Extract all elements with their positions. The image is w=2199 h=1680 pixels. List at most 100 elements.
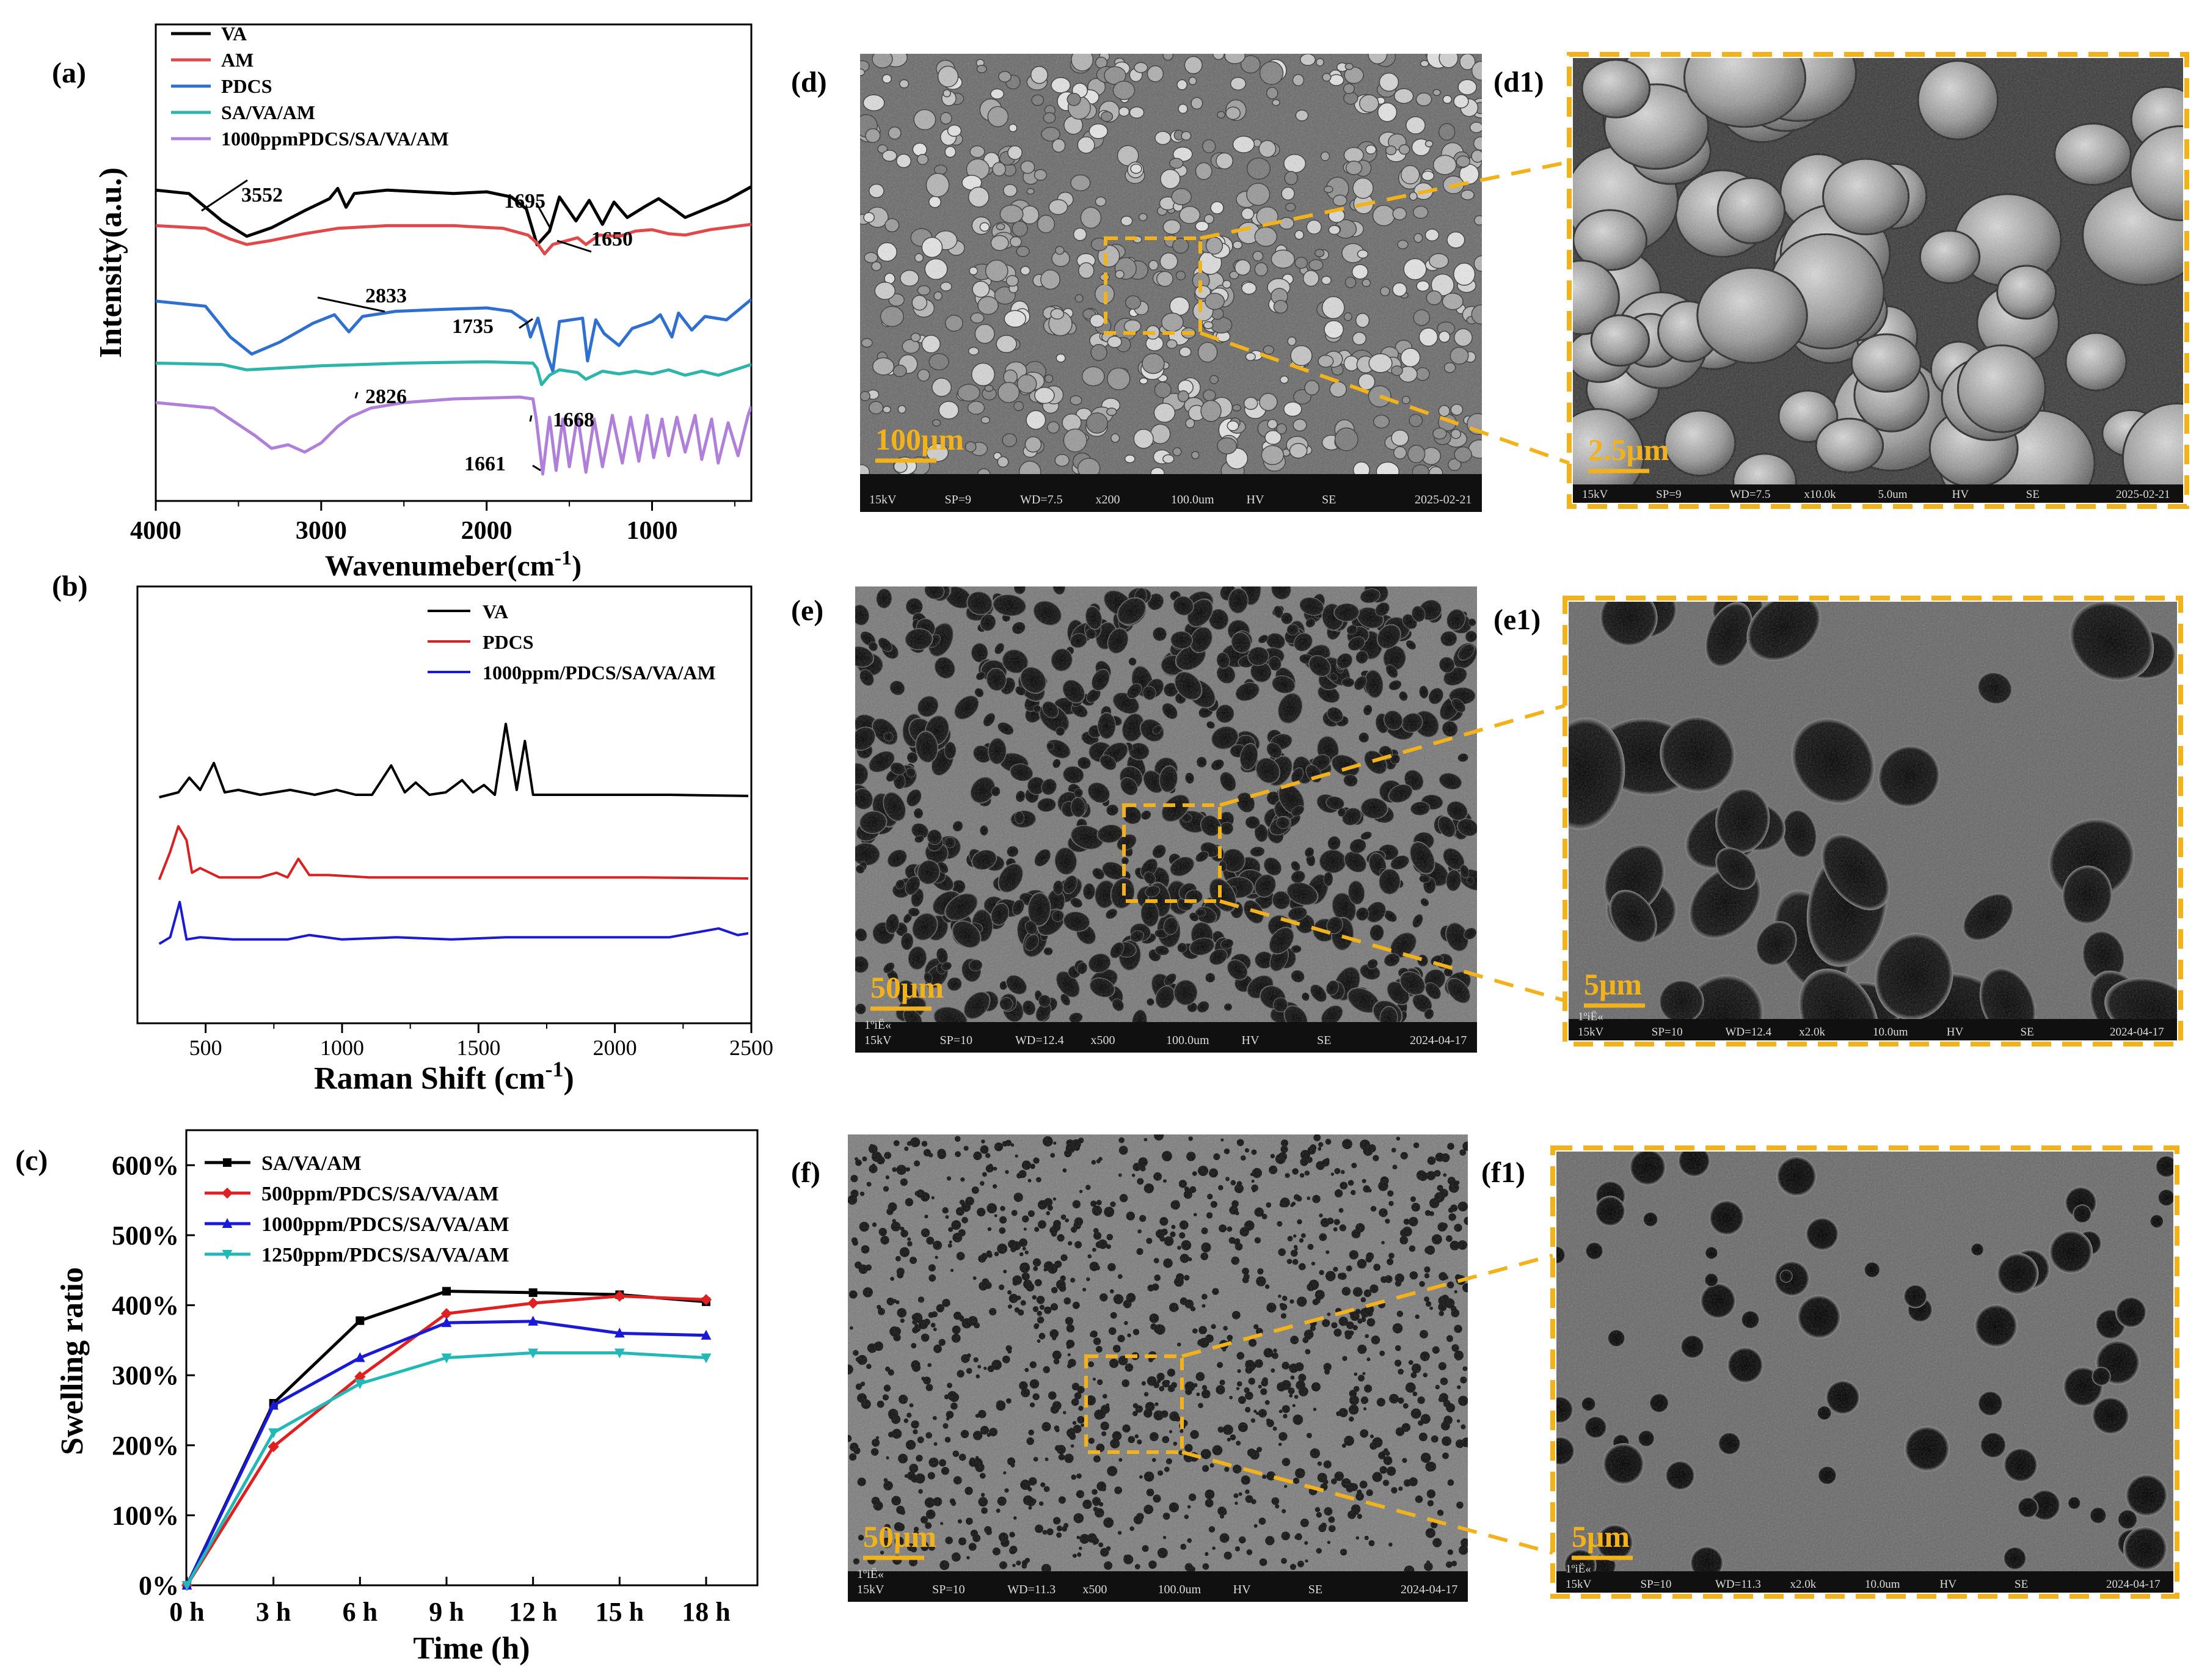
zoom-connector bbox=[1181, 1450, 1553, 1555]
legend-marker-c-2 bbox=[222, 1218, 233, 1228]
data-point-c bbox=[528, 1348, 539, 1359]
data-point-c bbox=[701, 1353, 712, 1364]
data-point-c bbox=[268, 1400, 279, 1410]
y-tick-label-c: 600% bbox=[112, 1150, 179, 1180]
legend-marker-c-0 bbox=[223, 1158, 232, 1167]
data-point-c bbox=[528, 1288, 538, 1297]
y-tick-label-c: 500% bbox=[112, 1221, 179, 1251]
data-point-c bbox=[614, 1328, 625, 1338]
series-line-a-0 bbox=[156, 185, 751, 247]
sem-info-text: HV bbox=[1233, 1583, 1251, 1596]
zoom-region-0 bbox=[1104, 236, 1202, 335]
panel-label-a: (a) bbox=[52, 57, 86, 89]
sem-info-text: 100.0um bbox=[1158, 1583, 1202, 1596]
legend-label-a-2: PDCS bbox=[221, 75, 272, 97]
sem-info-prefix: 1ºiË« bbox=[864, 1018, 891, 1032]
panel-label-e1: (e1) bbox=[1493, 604, 1541, 636]
x-tick-label-b: 2500 bbox=[729, 1035, 773, 1060]
sem-info-bar bbox=[860, 474, 1482, 512]
panel-label-f: (f) bbox=[791, 1156, 820, 1189]
sem-texture bbox=[1556, 1152, 2173, 1571]
sem-info-text: x2.0k bbox=[1799, 1026, 1825, 1039]
data-point-c bbox=[527, 1298, 539, 1309]
data-point-c bbox=[614, 1290, 625, 1302]
data-point-c bbox=[441, 1317, 452, 1328]
data-point-c bbox=[442, 1287, 451, 1296]
x-axis-b: 500 1000 1500 2000 2500 bbox=[189, 1023, 773, 1060]
y-tick-label-c: 0% bbox=[139, 1571, 179, 1601]
sem-info-text: WD=7.5 bbox=[1020, 493, 1063, 506]
sem-info-prefix: 1ºiË« bbox=[1578, 1010, 1603, 1023]
data-point-c bbox=[701, 1329, 712, 1340]
zoom-frame-f1 bbox=[1550, 1145, 2179, 1599]
sem-info-text: 2024-04-17 bbox=[2110, 1026, 2164, 1039]
sem-info-text: WD=11.3 bbox=[1715, 1578, 1761, 1591]
sem-info-text: HV bbox=[1247, 493, 1264, 506]
annotation-a: 1695 bbox=[504, 190, 545, 213]
x-tick-label-b: 500 bbox=[189, 1035, 222, 1060]
series-line-b-1 bbox=[158, 825, 748, 880]
sem-info-text: WD=12.4 bbox=[1015, 1034, 1064, 1047]
sem-info-text: x10.0k bbox=[1804, 488, 1836, 501]
sem-info-text: SP=10 bbox=[940, 1034, 973, 1047]
series-line-b-2 bbox=[158, 900, 748, 945]
annotation-a: 2833 bbox=[365, 285, 407, 307]
data-point-c bbox=[354, 1352, 365, 1362]
y-tick-label-c: 400% bbox=[112, 1291, 179, 1321]
annotation-a: 1650 bbox=[591, 228, 633, 250]
sem-info-text: x500 bbox=[1091, 1034, 1115, 1047]
x-tick-label-c: 0 h bbox=[169, 1597, 204, 1627]
series-group-c bbox=[181, 1287, 712, 1591]
series-line-c-0 bbox=[185, 1290, 707, 1587]
scale-bar-label: 5μm bbox=[1572, 1519, 1630, 1554]
sem-info-text: 15kV bbox=[869, 493, 897, 506]
panel-b: (b) 500 1000 1500 2000 2500 VA PDCS 1000ppm/PD… bbox=[52, 570, 773, 1096]
y-axis-title-a: Intensity(a.u.) bbox=[93, 167, 128, 358]
data-point-c bbox=[356, 1316, 365, 1325]
sem-info-text: 2025-02-21 bbox=[1415, 493, 1471, 506]
sem-image-f1: 15kV SP=10 WD=11.3 x2.0k 10.0um HV SE 2024-04-1… bbox=[1556, 1152, 2173, 1593]
series-line-b-0 bbox=[159, 723, 748, 798]
sem-info-text: x200 bbox=[1096, 493, 1120, 506]
zoom-region-2 bbox=[1084, 1354, 1184, 1454]
legend-label-b-2: 1000ppm/PDCS/SA/VA/AM bbox=[483, 662, 716, 684]
sem-image-e1: 15kV SP=10 WD=12.4 x2.0k 10.0um HV SE 2024-04-1… bbox=[1569, 602, 2177, 1040]
x-axis-title-b: Raman Shift (cm-1) bbox=[314, 1057, 574, 1096]
y-axis-title-c: Swelling ratio bbox=[55, 1267, 90, 1455]
legend-label-c-2: 1000ppm/PDCS/SA/VA/AM bbox=[261, 1213, 509, 1236]
x-tick-label-c: 9 h bbox=[429, 1597, 464, 1627]
scale-bar-label: 50μm bbox=[870, 970, 944, 1004]
series-line-a-1 bbox=[156, 222, 751, 256]
x-tick-label-c: 12 h bbox=[509, 1597, 557, 1627]
sem-info-text: SE bbox=[1322, 493, 1336, 506]
sem-info-text: 2024-04-17 bbox=[1410, 1034, 1467, 1047]
panel-label-f1: (f1) bbox=[1481, 1156, 1525, 1189]
legend-marker-c-3 bbox=[222, 1250, 233, 1260]
legend-a: VA AM PDCS SA/VA/AM 1000ppmPDCS/SA/VA/AM bbox=[171, 23, 449, 150]
annotation-arrow-a bbox=[354, 392, 359, 399]
panel-label-d1: (d1) bbox=[1493, 66, 1544, 98]
annotation-a: 3552 bbox=[241, 184, 283, 206]
sem-info-text: 15kV bbox=[864, 1034, 892, 1047]
sem-texture bbox=[1569, 602, 2177, 1019]
legend-label-c-3: 1250ppm/PDCS/SA/VA/AM bbox=[261, 1244, 509, 1266]
zoom-connector bbox=[1219, 899, 1566, 1003]
sem-info-text: x500 bbox=[1082, 1583, 1107, 1596]
sem-info-text: 15kV bbox=[1582, 488, 1608, 501]
x-tick-label-b: 2000 bbox=[593, 1035, 637, 1060]
zoom-connector bbox=[1219, 704, 1566, 807]
zoom-frame-e1 bbox=[1563, 596, 2183, 1046]
x-tick-label-a: 1000 bbox=[627, 517, 678, 545]
scale-bar-label: 50μm bbox=[863, 1519, 936, 1554]
sem-info-text: SE bbox=[2015, 1578, 2028, 1591]
scale-bar-label: 2.5μm bbox=[1588, 433, 1669, 467]
annotations-a: 3552 1695 1650 2833 1735 1668 2826 1661 bbox=[201, 179, 633, 475]
sem-image-d1: 15kV SP=9 WD=7.5 x10.0k 5.0um HV SE 2025-02-21 2… bbox=[1573, 58, 2183, 503]
data-point-c bbox=[528, 1315, 539, 1326]
series-line-a-4 bbox=[156, 395, 751, 476]
annotation-arrow-a bbox=[529, 415, 533, 422]
annotation-arrow-a bbox=[532, 464, 541, 472]
x-tick-label-a: 2000 bbox=[461, 517, 512, 545]
sem-info-bar bbox=[1556, 1571, 2173, 1593]
annotation-a: 1661 bbox=[464, 453, 506, 475]
